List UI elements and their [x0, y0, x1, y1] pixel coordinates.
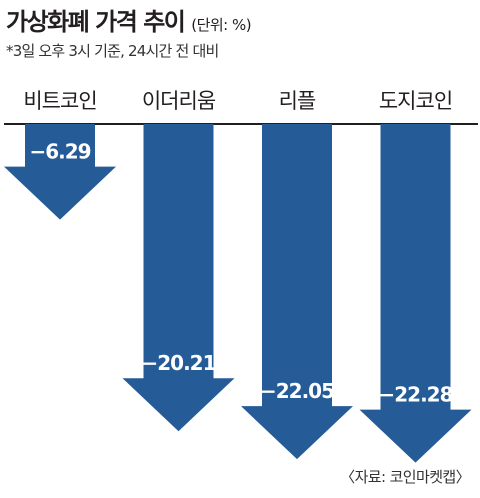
value-label-1: −6.29: [29, 140, 90, 164]
unit-label: (단위: %): [191, 16, 252, 34]
category-label-2: 이더리움: [142, 89, 216, 113]
value-label-3: −22.05: [260, 379, 334, 403]
category-label-4: 도지코인: [379, 89, 452, 113]
value-labels: −6.29 −20.21 −22.05 −22.28: [29, 140, 453, 407]
value-label-4: −22.28: [378, 383, 452, 407]
chart-title: 가상화폐 가격 추이 (단위: %): [6, 2, 252, 37]
bar-4: [359, 124, 472, 463]
bar-3: [241, 124, 353, 460]
bar-1: [4, 124, 116, 220]
chart-subtitle: *3일 오후 3시 기준, 24시간 전 대비: [6, 42, 219, 60]
bar-2: [122, 124, 235, 432]
bars: [4, 124, 472, 463]
category-label-3: 리플: [279, 89, 316, 113]
source-note: 〈자료: 코인마켓캡〉: [340, 468, 470, 486]
category-label-1: 비트코인: [23, 89, 96, 113]
chart-title-text: 가상화폐 가격 추이: [6, 8, 186, 36]
category-labels: 비트코인 이더리움 리플 도지코인: [23, 89, 453, 113]
value-label-2: −20.21: [141, 351, 215, 375]
